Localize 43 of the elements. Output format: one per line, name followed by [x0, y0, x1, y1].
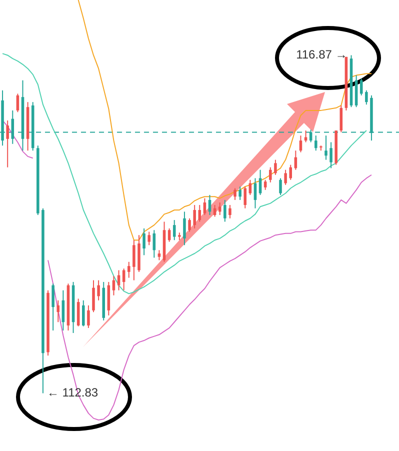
candlestick — [284, 169, 287, 186]
candlestick — [56, 300, 60, 323]
candlestick — [183, 211, 186, 246]
candlestick — [238, 186, 242, 200]
candlestick — [142, 228, 146, 256]
candlestick — [234, 188, 236, 200]
candlestick — [148, 231, 150, 246]
candlestick — [52, 283, 54, 331]
candlestick — [330, 142, 332, 169]
candlestick — [279, 178, 282, 196]
candlestick — [158, 250, 161, 261]
candlestick — [304, 130, 308, 143]
candlestick — [97, 280, 100, 301]
candlestick — [289, 164, 292, 180]
candlestick — [92, 280, 95, 313]
candlestick — [258, 169, 262, 196]
candlestick — [340, 104, 343, 133]
candlestick — [87, 304, 90, 328]
candlestick — [6, 120, 9, 168]
candlestick — [244, 186, 247, 209]
candlestick — [228, 204, 232, 219]
candlestick — [16, 93, 20, 113]
candlestick — [132, 240, 136, 281]
candlestick — [82, 300, 85, 327]
candlestick — [127, 261, 130, 278]
candlestick — [76, 298, 80, 327]
candlestick — [122, 268, 126, 291]
candlestick — [269, 166, 272, 183]
candlestick — [314, 135, 318, 152]
candlestick — [365, 90, 368, 106]
candlestick — [198, 204, 202, 222]
candlestick — [264, 179, 267, 190]
candlestick — [324, 135, 328, 160]
candlestick — [193, 204, 196, 229]
candlestick — [224, 199, 226, 222]
candlestick — [254, 178, 257, 209]
candlestick — [248, 179, 252, 196]
candlestick — [274, 159, 277, 176]
annotation: 116.87 → — [296, 48, 348, 62]
candlestick — [360, 78, 363, 96]
candlestick — [203, 198, 206, 216]
candlestick — [188, 218, 191, 232]
candlestick — [172, 220, 176, 241]
